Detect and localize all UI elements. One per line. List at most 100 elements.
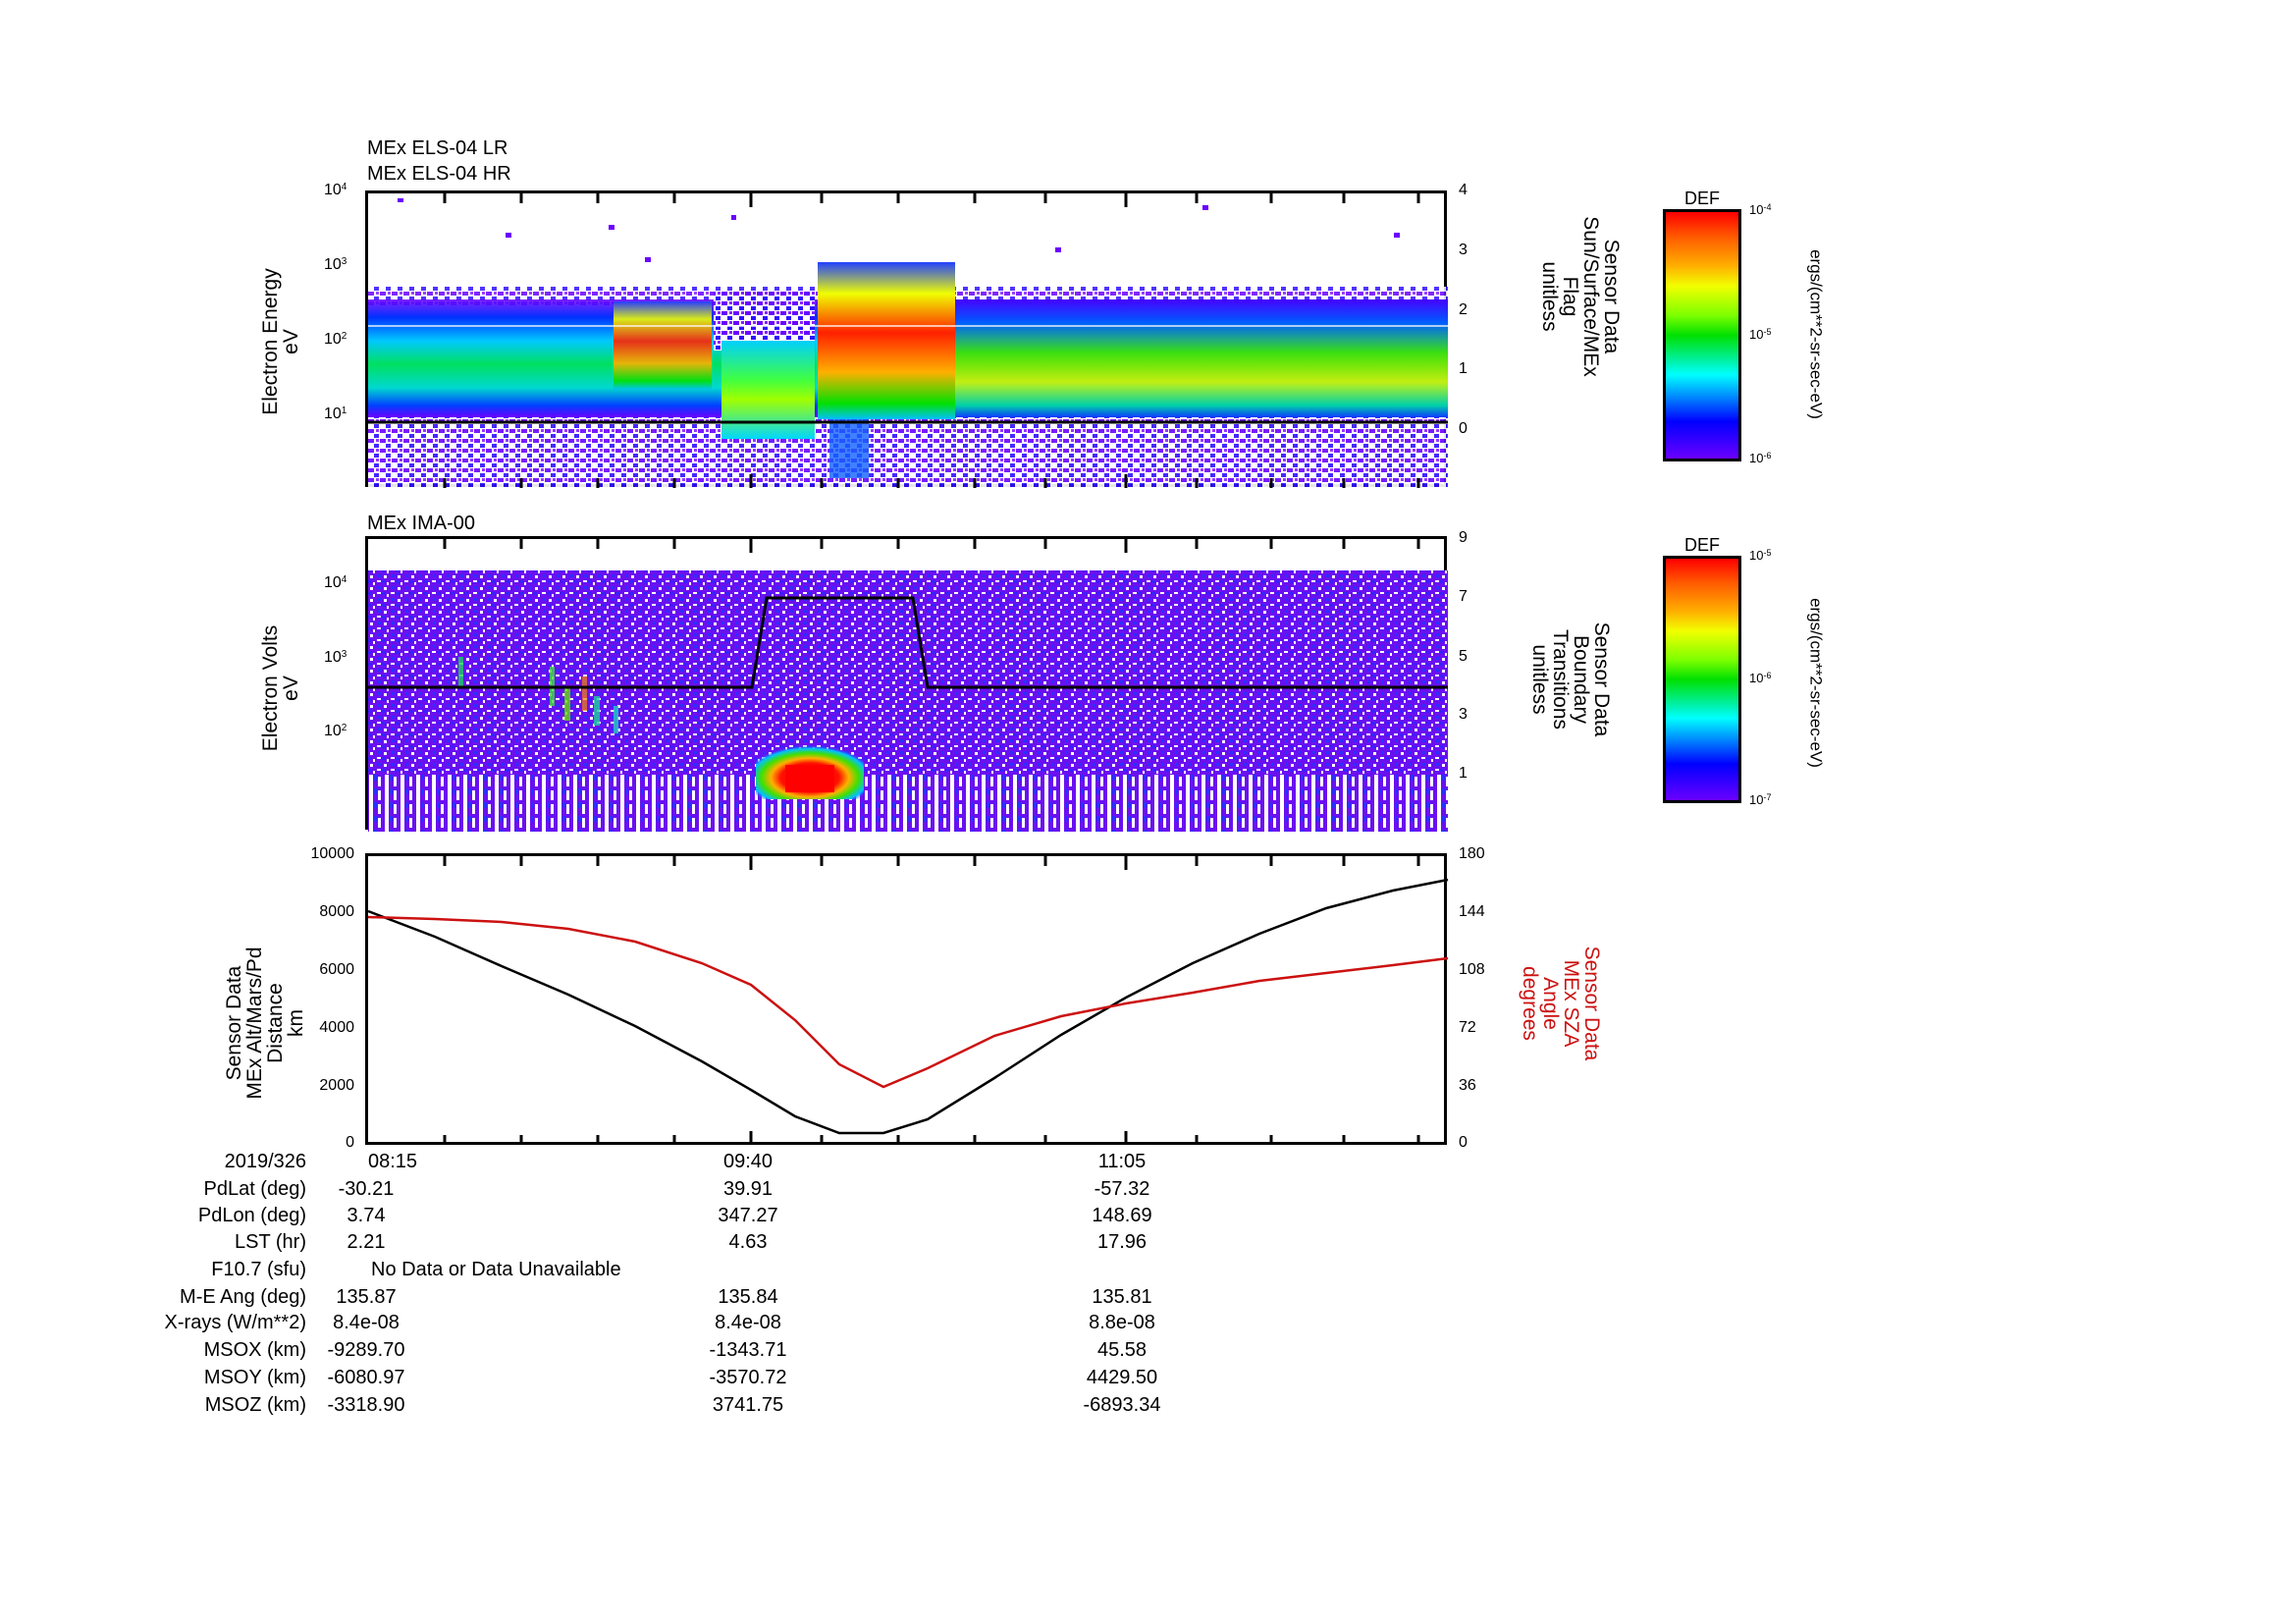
bottom-y2tick-0: 0 (1459, 1134, 1468, 1151)
middle-y2tick-5: 5 (1459, 648, 1468, 665)
top-panel-title-hr: MEx ELS-04 HR (367, 163, 511, 185)
table-row-label: PdLon (deg) (197, 1205, 306, 1226)
top-colorbar-tick-min: 10-6 (1749, 451, 1772, 465)
table-row-label: MSOZ (km) (204, 1394, 306, 1416)
y2label-line: Flag (1559, 276, 1581, 317)
top-y2tick-0: 0 (1459, 420, 1468, 437)
middle-panel-ylabel: Electron Volts eV (259, 590, 302, 786)
bottom-ytick-6000: 6000 (319, 961, 354, 978)
table-cell: 148.69 (1092, 1205, 1152, 1226)
middle-colorbar (1663, 556, 1741, 803)
table-cell: 3.74 (347, 1205, 386, 1226)
middle-colorbar-tick-max: 10-5 (1749, 548, 1772, 563)
table-cell: -3570.72 (709, 1367, 787, 1388)
middle-y2tick-1: 1 (1459, 765, 1468, 782)
table-row-label: LST (hr) (235, 1231, 306, 1253)
table-f107-note: No Data or Data Unavailable (371, 1259, 621, 1280)
top-colorbar-title: DEF (1684, 189, 1720, 208)
top-ytick-1e4: 104 (324, 182, 347, 198)
table-cell: 135.84 (718, 1286, 778, 1308)
table-cell: -1343.71 (709, 1339, 787, 1361)
y2label-line: Boundary (1570, 635, 1592, 724)
y2label-line: MEx SZA (1560, 959, 1582, 1048)
middle-y2tick-9: 9 (1459, 529, 1468, 546)
top-colorbar (1663, 209, 1741, 461)
top-spectrogram-panel (365, 190, 1448, 488)
table-row-label: F10.7 (sfu) (211, 1259, 306, 1280)
table-cell: -6080.97 (327, 1367, 405, 1388)
ylabel-line: Sensor Data (223, 965, 245, 1081)
table-cell: 17.96 (1096, 1231, 1148, 1253)
top-ytick-1e3: 103 (324, 256, 347, 273)
table-cell: 135.87 (336, 1286, 397, 1308)
table-cell: 45.58 (1096, 1339, 1148, 1361)
y2label-line: Sensor Data (1590, 622, 1613, 737)
top-colorbar-tick-mid: 10-5 (1749, 327, 1772, 342)
y2label-line: degrees (1519, 966, 1541, 1041)
y2label-line: unitless (1538, 261, 1561, 332)
top-y2tick-2: 2 (1459, 301, 1468, 318)
bottom-y2tick-180: 180 (1459, 845, 1485, 862)
table-row-label: MSOY (km) (203, 1367, 306, 1388)
bottom-y2tick-108: 108 (1459, 961, 1485, 978)
ylabel-line: Distance (264, 983, 287, 1063)
table-time-2: 11:05 (1097, 1151, 1147, 1172)
middle-y2tick-7: 7 (1459, 588, 1468, 605)
middle-spectrogram-panel (365, 536, 1448, 832)
ylabel-line: Electron Energy (259, 268, 282, 415)
top-colorbar-tick-max: 10-4 (1749, 202, 1772, 217)
table-cell: -6893.34 (1083, 1394, 1161, 1416)
sza-line (367, 915, 1449, 1089)
top-spectrogram-svg (368, 193, 1448, 488)
table-cell: -3318.90 (327, 1394, 405, 1416)
table-time-0: 08:15 (367, 1151, 418, 1172)
bottom-y2tick-36: 36 (1459, 1077, 1476, 1094)
table-cell: 347.27 (718, 1205, 778, 1226)
y2label-line: Sensor Data (1580, 946, 1603, 1061)
top-panel-ylabel: Electron Energy eV (259, 243, 302, 440)
ylabel-line: Electron Volts (259, 624, 282, 752)
table-row-label: MSOX (km) (203, 1339, 306, 1361)
y2label-line: Angle (1539, 977, 1562, 1030)
table-cell: 4429.50 (1086, 1367, 1158, 1388)
y2label-line: Sensor Data (1600, 239, 1623, 354)
middle-ytick-1e2: 102 (324, 723, 347, 739)
top-panel-title-lr: MEx ELS-04 LR (367, 137, 508, 159)
y2label-line: Transitions (1549, 629, 1572, 730)
top-panel-y2label: Sensor Data Sun/Surface/MEx Flag unitles… (1538, 179, 1623, 414)
bottom-ytick-2000: 2000 (319, 1077, 354, 1094)
middle-colorbar-title: DEF (1684, 535, 1720, 555)
table-date: 2019/326 (224, 1151, 306, 1172)
middle-ytick-1e4: 104 (324, 574, 347, 591)
table-cell: -9289.70 (327, 1339, 405, 1361)
bottom-y2tick-72: 72 (1459, 1019, 1476, 1036)
middle-colorbar-tick-mid: 10-6 (1749, 671, 1772, 685)
ylabel-line: MEx Alt/Mars/Pd (243, 947, 266, 1100)
table-time-1: 09:40 (722, 1151, 774, 1172)
bottom-panel-y2label: Sensor Data MEx SZA Angle degrees (1519, 915, 1603, 1092)
ylabel-line: eV (280, 329, 302, 354)
top-y2tick-1: 1 (1459, 360, 1468, 377)
bottom-line-svg (367, 856, 1449, 1145)
bottom-ytick-0: 0 (346, 1134, 354, 1151)
distance-line (367, 878, 1449, 1135)
middle-ytick-1e3: 103 (324, 649, 347, 666)
bottom-ytick-4000: 4000 (319, 1019, 354, 1036)
ylabel-line: eV (280, 676, 302, 701)
table-cell: 3741.75 (712, 1394, 784, 1416)
table-row-label: M-E Ang (deg) (180, 1286, 306, 1308)
middle-panel-y2label: Sensor Data Boundary Transitions unitles… (1528, 562, 1613, 797)
table-cell: 4.63 (728, 1231, 768, 1253)
y2label-line: Sun/Surface/MEx (1579, 216, 1602, 377)
table-cell: 8.4e-08 (333, 1312, 400, 1333)
middle-panel-title: MEx IMA-00 (367, 513, 476, 534)
bottom-line-panel (365, 853, 1449, 1145)
y2label-line: unitless (1528, 644, 1551, 715)
middle-colorbar-units: ergs/(cm**2-sr-sec-eV) (1806, 598, 1826, 768)
bottom-ytick-10000: 10000 (310, 845, 355, 862)
middle-spectrogram-svg (368, 539, 1448, 832)
top-ytick-1e2: 102 (324, 331, 347, 348)
bottom-panel-ylabel: Sensor Data MEx Alt/Mars/Pd Distance km (223, 905, 307, 1141)
top-y2tick-3: 3 (1459, 242, 1468, 258)
top-y2tick-4: 4 (1459, 182, 1468, 198)
